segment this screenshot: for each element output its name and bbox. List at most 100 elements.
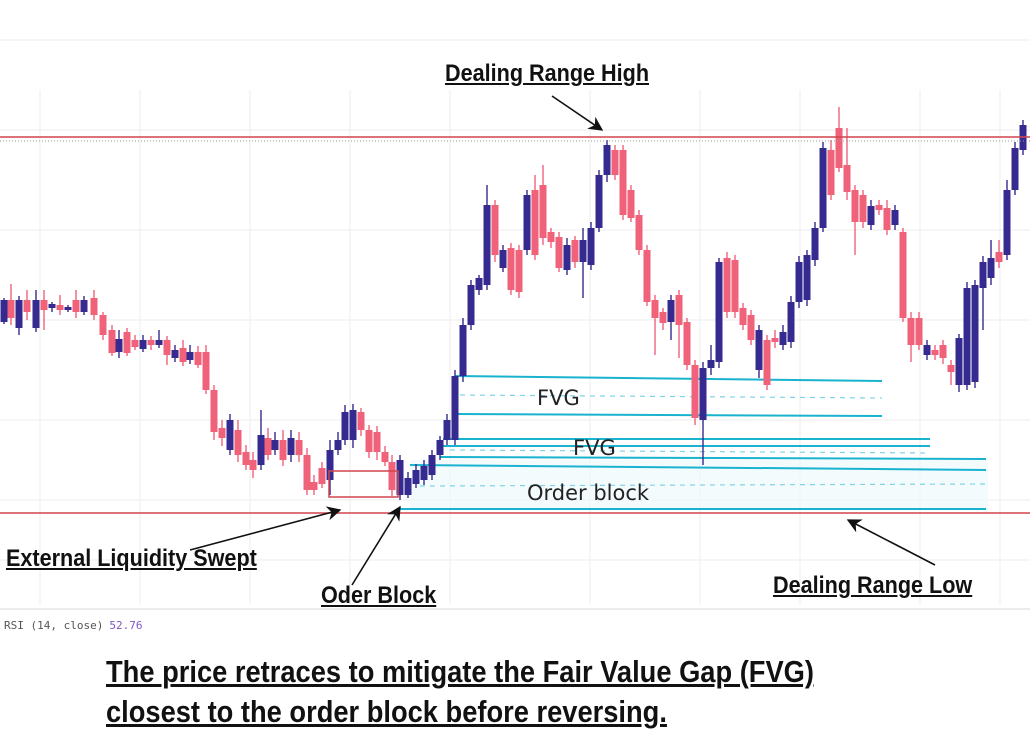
candle-body	[475, 278, 483, 290]
candle-body	[539, 185, 547, 238]
candle-body	[303, 455, 311, 490]
candle-body	[571, 240, 579, 262]
bearish-candle	[747, 310, 755, 345]
candle-body	[242, 452, 250, 465]
bullish-candle	[987, 240, 995, 285]
candle-body	[491, 205, 499, 255]
candle-body	[131, 340, 139, 347]
bullish-candle	[171, 345, 179, 362]
bullish-candle	[1011, 142, 1019, 195]
bullish-candle	[803, 250, 811, 306]
bearish-candle	[907, 312, 915, 362]
bearish-candle	[555, 232, 563, 272]
bearish-candle	[915, 312, 923, 350]
candle-body	[515, 250, 523, 292]
zone-line	[409, 464, 987, 471]
candle-body	[659, 312, 667, 323]
candle-body	[0, 300, 8, 322]
candle-body	[155, 340, 163, 345]
annotation-arrows	[189, 95, 936, 586]
candle-body	[310, 482, 318, 490]
candle-body	[388, 462, 396, 490]
bearish-candle	[507, 243, 515, 295]
rsi-readout: RSI (14, close) 52.76	[4, 619, 142, 632]
bullish-candle	[334, 432, 342, 455]
bullish-candle	[587, 222, 595, 270]
bearish-candle	[731, 255, 739, 318]
bearish-candle	[659, 308, 667, 330]
bullish-candle	[779, 325, 787, 350]
bearish-candle	[899, 228, 907, 322]
bearish-candle	[995, 240, 1003, 268]
candle-body	[349, 410, 357, 440]
bearish-candle	[99, 312, 107, 340]
candle-body	[811, 228, 819, 260]
candle-body	[563, 245, 571, 270]
candle-body	[707, 360, 715, 368]
bearish-candle	[310, 475, 318, 495]
candle-body	[675, 295, 683, 325]
candle-body	[436, 440, 444, 455]
bearish-candle	[388, 455, 396, 496]
bearish-candle	[675, 290, 683, 358]
bearish-candle	[723, 252, 731, 318]
bullish-candle	[971, 280, 979, 388]
dealing-range-high-arrow	[551, 95, 604, 131]
bullish-candle	[139, 335, 147, 352]
candle-body	[467, 285, 475, 325]
candle-body	[287, 438, 295, 455]
bearish-candle	[357, 408, 365, 436]
dealing-range-high-label: Dealing Range High	[445, 60, 650, 87]
candle-body	[202, 352, 210, 390]
bearish-candle	[627, 185, 635, 222]
bearish-candle	[318, 462, 326, 488]
candle-body	[691, 365, 699, 418]
candle-body	[428, 455, 436, 475]
candle-body	[955, 338, 963, 385]
bullish-candle	[819, 142, 827, 232]
dealing-range-low-label: Dealing Range Low	[773, 572, 973, 599]
bearish-candle	[739, 303, 747, 330]
candle-body	[987, 258, 995, 278]
candle-body	[381, 452, 389, 462]
candle-body	[123, 332, 131, 353]
candle-body	[226, 420, 234, 450]
bullish-candle	[451, 370, 459, 445]
candle-body	[48, 304, 56, 308]
candle-body	[326, 450, 334, 480]
bearish-candle	[635, 210, 643, 255]
bullish-candle	[186, 345, 194, 364]
bearish-candle	[210, 385, 218, 440]
candle-body	[979, 262, 987, 288]
bearish-candle	[194, 346, 202, 368]
bearish-candle	[179, 340, 187, 366]
bearish-candle	[531, 175, 539, 260]
caption-line-1: The price retraces to mitigate the Fair …	[106, 654, 814, 689]
bullish-candle	[48, 302, 56, 312]
bullish-candle	[396, 455, 404, 500]
candle-body	[115, 339, 123, 352]
bearish-candle	[242, 445, 250, 470]
candle-body	[531, 190, 539, 255]
bullish-candle	[459, 318, 467, 382]
bearish-candle	[56, 295, 64, 315]
bullish-candle	[979, 256, 987, 330]
order-block-zone-label: Order block	[527, 481, 650, 505]
bullish-candle	[923, 340, 931, 360]
candle-body	[827, 150, 835, 195]
candle-body	[795, 262, 803, 302]
bearish-candle	[279, 430, 287, 466]
bullish-candle	[341, 405, 349, 445]
bearish-candle	[843, 128, 851, 200]
bullish-candle	[603, 140, 611, 182]
candle-body	[595, 175, 603, 228]
candle-body	[851, 190, 859, 222]
bearish-candle	[163, 336, 171, 365]
candle-body	[194, 352, 202, 365]
candle-body	[843, 165, 851, 192]
zone-line	[454, 375, 883, 382]
candle-body	[939, 345, 947, 358]
candle-body	[64, 307, 72, 310]
external-liquidity-arrow	[189, 506, 342, 551]
